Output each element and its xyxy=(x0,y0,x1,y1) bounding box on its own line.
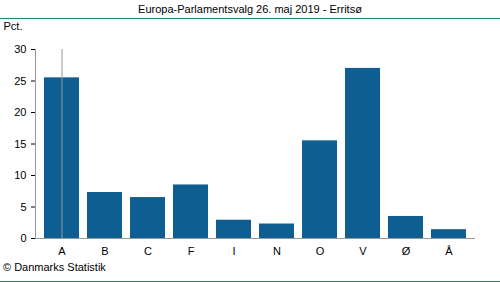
svg-text:25: 25 xyxy=(14,75,26,87)
svg-text:F: F xyxy=(188,245,195,257)
svg-text:5: 5 xyxy=(20,201,26,213)
svg-text:A: A xyxy=(58,245,66,257)
svg-text:15: 15 xyxy=(14,138,26,150)
svg-text:O: O xyxy=(316,245,325,257)
svg-text:10: 10 xyxy=(14,169,26,181)
svg-text:Pct.: Pct. xyxy=(4,20,23,32)
svg-text:0: 0 xyxy=(20,232,26,244)
html-text:© Danmarks Statistik: © Danmarks Statistik xyxy=(3,261,106,273)
svg-text:B: B xyxy=(101,245,108,257)
svg-text:V: V xyxy=(359,245,367,257)
html-text:Europa-Parlamentsvalg 26. maj: Europa-Parlamentsvalg 26. maj 2019 - Err… xyxy=(138,3,362,15)
svg-text:C: C xyxy=(144,245,152,257)
svg-text:30: 30 xyxy=(14,43,26,55)
svg-text:N: N xyxy=(273,245,281,257)
svg-text:20: 20 xyxy=(14,106,26,118)
svg-text:Ø: Ø xyxy=(402,245,411,257)
svg-text:Å: Å xyxy=(445,245,453,257)
svg-text:I: I xyxy=(232,245,235,257)
